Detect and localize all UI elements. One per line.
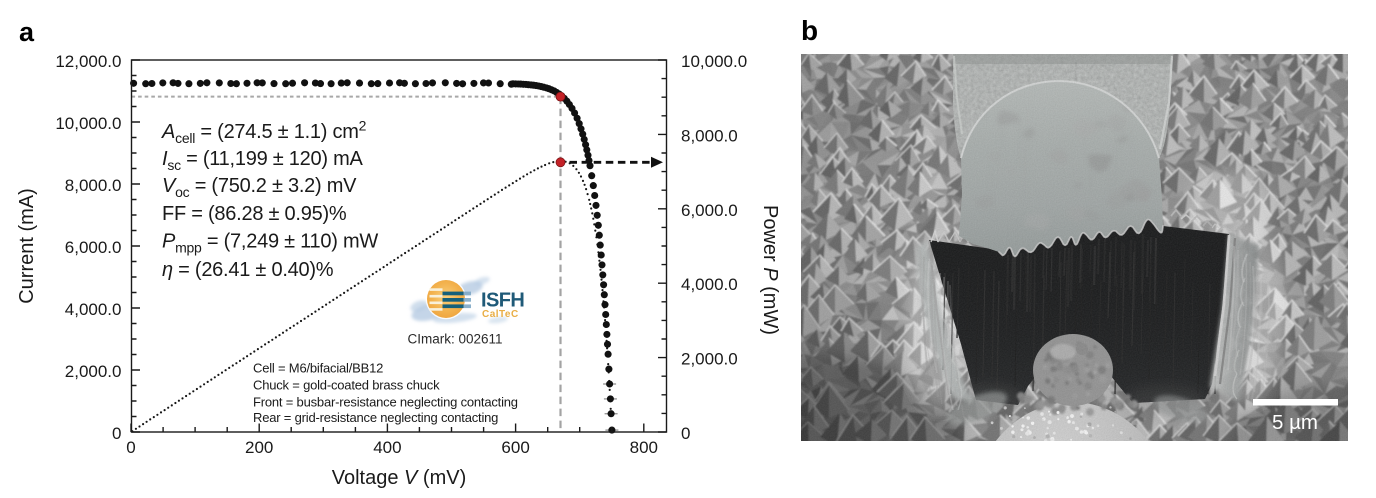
svg-text:400: 400: [373, 438, 401, 457]
svg-text:Chuck = gold-coated brass chuc: Chuck = gold-coated brass chuck: [253, 378, 440, 393]
svg-text:Rear = grid-resistance neglect: Rear = grid-resistance neglecting contac…: [253, 410, 498, 425]
svg-text:8,000.0: 8,000.0: [681, 126, 738, 145]
svg-text:Power P (mW): Power P (mW): [759, 205, 781, 335]
svg-text:Voc = (750.2 ± 3.2) mV: Voc = (750.2 ± 3.2) mV: [162, 175, 357, 200]
svg-text:Current (mA): Current (mA): [16, 188, 38, 304]
svg-text:2,000.0: 2,000.0: [681, 350, 738, 369]
svg-text:4,000.0: 4,000.0: [65, 300, 122, 319]
svg-text:CalTeC: CalTeC: [482, 309, 519, 320]
svg-text:6,000.0: 6,000.0: [681, 201, 738, 220]
svg-text:5 µm: 5 µm: [1272, 411, 1318, 434]
svg-text:FF = (86.28 ± 0.95)%: FF = (86.28 ± 0.95)%: [162, 203, 347, 225]
svg-text:Cell = M6/bifacial/BB12: Cell = M6/bifacial/BB12: [253, 361, 383, 376]
svg-text:η = (26.41 ± 0.40)%: η = (26.41 ± 0.40)%: [162, 259, 334, 281]
svg-text:Pmpp = (7,249 ± 110) mW: Pmpp = (7,249 ± 110) mW: [162, 231, 378, 256]
svg-text:0: 0: [681, 424, 690, 443]
svg-text:600: 600: [501, 438, 529, 457]
svg-text:800: 800: [630, 438, 658, 457]
svg-text:200: 200: [245, 438, 273, 457]
svg-text:Front = busbar-resistance negl: Front = busbar-resistance neglecting con…: [253, 395, 518, 410]
svg-text:10,000.0: 10,000.0: [55, 114, 121, 133]
svg-text:Acell = (274.5 ± 1.1) cm2: Acell = (274.5 ± 1.1) cm2: [161, 118, 367, 147]
svg-text:CImark: 002611: CImark: 002611: [407, 332, 502, 347]
svg-text:12,000.0: 12,000.0: [55, 52, 121, 71]
svg-text:Voltage V (mV): Voltage V (mV): [332, 467, 467, 489]
svg-text:Isc = (11,199 ± 120) mA: Isc = (11,199 ± 120) mA: [162, 148, 364, 173]
svg-text:6,000.0: 6,000.0: [65, 238, 122, 257]
svg-text:8,000.0: 8,000.0: [65, 176, 122, 195]
svg-text:10,000.0: 10,000.0: [681, 52, 747, 71]
svg-text:0: 0: [112, 424, 121, 443]
svg-text:ISFH: ISFH: [481, 290, 524, 312]
svg-text:4,000.0: 4,000.0: [681, 275, 738, 294]
svg-text:0: 0: [126, 438, 135, 457]
svg-text:2,000.0: 2,000.0: [65, 362, 122, 381]
